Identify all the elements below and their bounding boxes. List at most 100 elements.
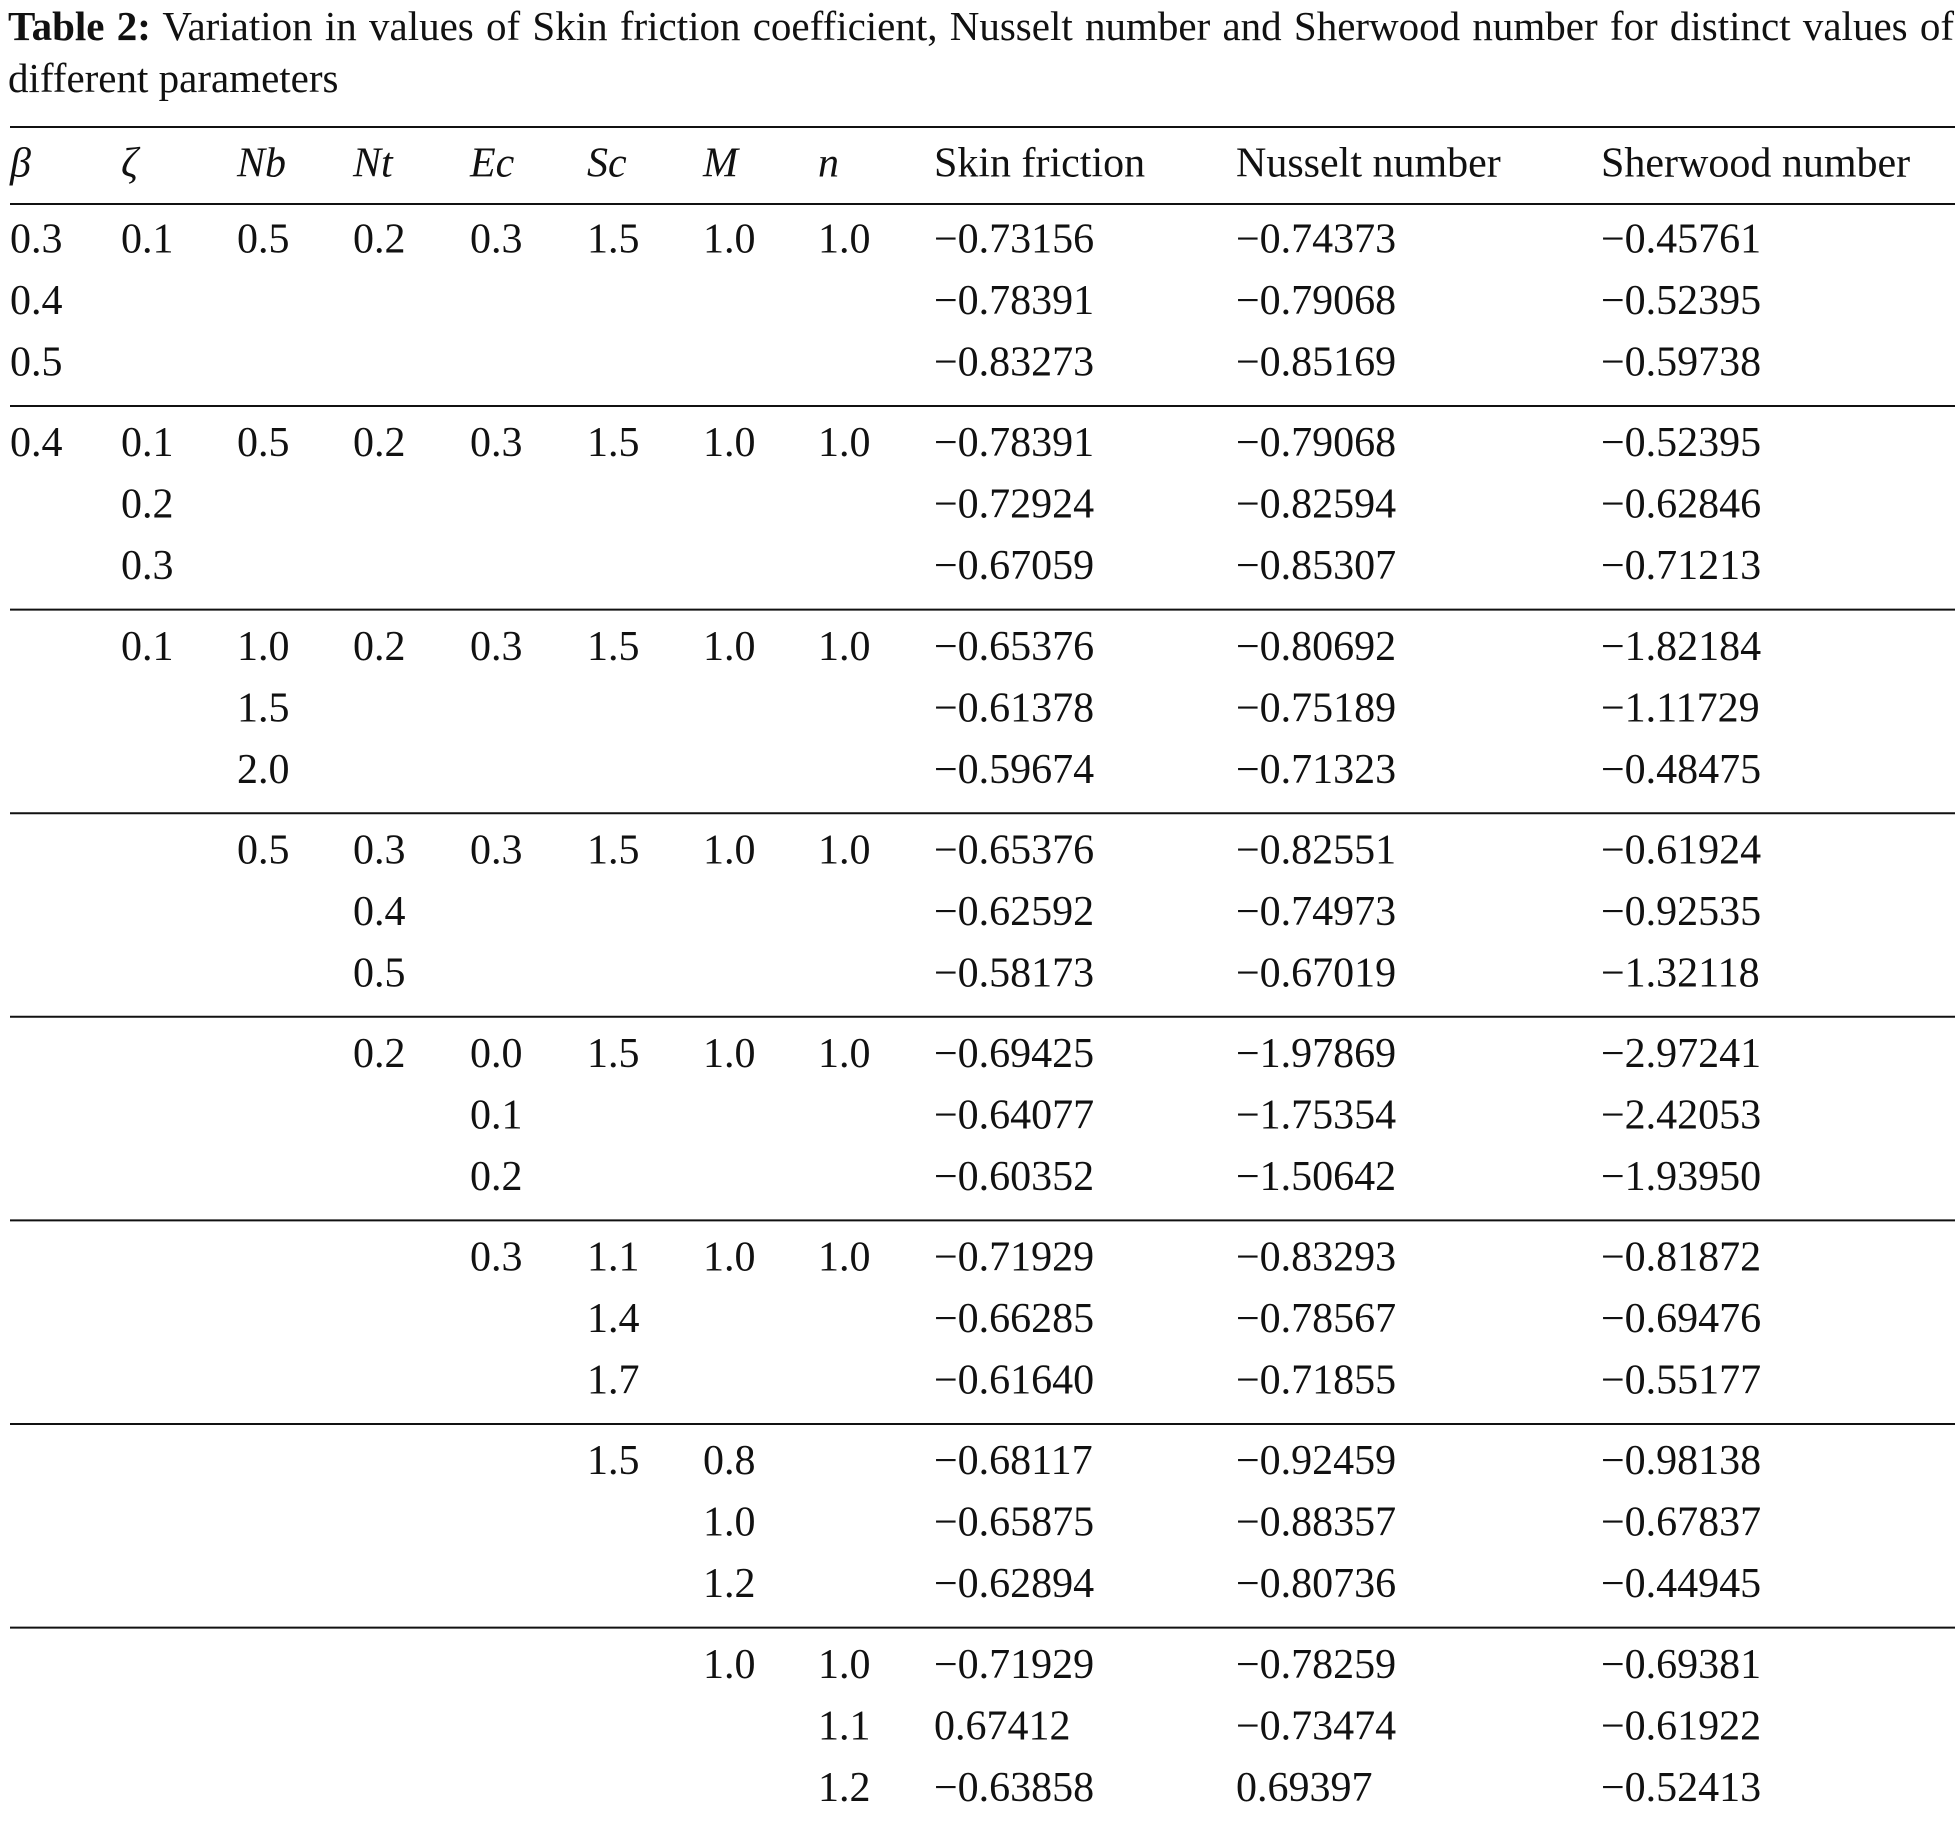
table-cell: 0.3 xyxy=(470,827,523,873)
table-cell: −0.62894 xyxy=(934,1561,1094,1607)
table-cell: 1.0 xyxy=(703,217,756,263)
table-cell: −1.97869 xyxy=(1236,1031,1396,1077)
table-cell: −0.65376 xyxy=(934,624,1094,670)
table-cell: −0.63858 xyxy=(934,1765,1094,1811)
table-cell: 0.4 xyxy=(10,420,63,466)
table-cell: 1.7 xyxy=(587,1358,640,1404)
table-cell: −0.75189 xyxy=(1236,685,1396,731)
table-cell: −0.80692 xyxy=(1236,624,1396,670)
table-cell: 1.0 xyxy=(818,1235,871,1281)
table-cell: 1.0 xyxy=(818,624,871,670)
table-cell: −1.50642 xyxy=(1236,1154,1396,1200)
table-cell: 0.2 xyxy=(470,1154,523,1200)
table-cell: −0.74973 xyxy=(1236,889,1396,935)
table-cell: −0.80736 xyxy=(1236,1561,1396,1607)
table-cell: 2.0 xyxy=(237,747,290,793)
table-cell: 1.0 xyxy=(818,827,871,873)
table-cell: 0.5 xyxy=(237,420,290,466)
table-cell: 1.5 xyxy=(587,217,640,263)
table-cell: 0.3 xyxy=(470,420,523,466)
column-header: n xyxy=(818,141,839,187)
table-cell: 1.0 xyxy=(703,420,756,466)
table-cell: 0.2 xyxy=(353,217,406,263)
table-cell: 1.0 xyxy=(818,217,871,263)
column-header: β xyxy=(9,141,31,187)
table-cell: −1.75354 xyxy=(1236,1093,1396,1139)
table-cell: −0.59738 xyxy=(1601,340,1761,386)
table-cell: 1.5 xyxy=(237,685,290,731)
table-cell: −0.61640 xyxy=(934,1358,1094,1404)
column-header: Skin friction xyxy=(934,141,1145,187)
table-cell: 1.0 xyxy=(703,1500,756,1546)
table-cell: −0.61922 xyxy=(1601,1703,1761,1749)
table-cell: −0.61924 xyxy=(1601,827,1761,873)
table-cell: −0.83293 xyxy=(1236,1235,1396,1281)
table-cell: 0.5 xyxy=(237,217,290,263)
table-cell: 1.0 xyxy=(703,1642,756,1688)
table-caption: Table 2: Variation in values of Skin fri… xyxy=(8,0,1954,104)
table-cell: −0.79068 xyxy=(1236,278,1396,324)
table-cell: 1.0 xyxy=(237,624,290,670)
table-cell: 0.67412 xyxy=(934,1703,1071,1749)
table-cell: 1.0 xyxy=(818,420,871,466)
table-cell: −1.93950 xyxy=(1601,1154,1761,1200)
table-cell: 1.5 xyxy=(587,1438,640,1484)
table-cell: −0.88357 xyxy=(1236,1500,1396,1546)
table-cell: −0.79068 xyxy=(1236,420,1396,466)
table-cell: −0.45761 xyxy=(1601,217,1761,263)
column-header: Nusselt number xyxy=(1236,141,1501,187)
table-cell: −0.74373 xyxy=(1236,217,1396,263)
table-cell: 1.5 xyxy=(587,827,640,873)
table-cell: 1.0 xyxy=(818,1031,871,1077)
table-cell: −0.71323 xyxy=(1236,747,1396,793)
table-cell: −0.92459 xyxy=(1236,1438,1396,1484)
table-cell: 0.5 xyxy=(10,340,63,386)
table-cell: 1.5 xyxy=(587,420,640,466)
table-cell: 1.0 xyxy=(703,1235,756,1281)
column-header: M xyxy=(702,141,740,187)
column-header: Nb xyxy=(236,141,286,187)
table-cell: 0.3 xyxy=(470,1235,523,1281)
table-cell: 0.1 xyxy=(121,217,174,263)
table-cell: −0.85307 xyxy=(1236,543,1396,589)
table-cell: 0.5 xyxy=(237,827,290,873)
table-cell: −0.59674 xyxy=(934,747,1094,793)
column-header: Ec xyxy=(469,141,515,187)
table-cell: −0.68117 xyxy=(934,1438,1093,1484)
table-cell: −0.92535 xyxy=(1601,889,1761,935)
table-cell: 0.4 xyxy=(10,278,63,324)
table-cell: 1.5 xyxy=(587,1031,640,1077)
table-cell: 0.1 xyxy=(121,624,174,670)
table-cell: −0.52395 xyxy=(1601,278,1761,324)
table-cell: −0.98138 xyxy=(1601,1438,1761,1484)
table-cell: −0.71855 xyxy=(1236,1358,1396,1404)
table-cell: −0.82551 xyxy=(1236,827,1396,873)
table-cell: −0.69381 xyxy=(1601,1642,1761,1688)
table-cell: 0.2 xyxy=(353,420,406,466)
table-cell: −0.71213 xyxy=(1601,543,1761,589)
table-cell: −0.85169 xyxy=(1236,340,1396,386)
table-cell: 1.1 xyxy=(818,1703,871,1749)
table-cell: −0.66285 xyxy=(934,1296,1094,1342)
table-cell: 1.0 xyxy=(703,827,756,873)
table-cell: −1.11729 xyxy=(1601,685,1760,731)
table-cell: 0.2 xyxy=(353,1031,406,1077)
table-cell: −0.71929 xyxy=(934,1235,1094,1281)
table-cell: 0.3 xyxy=(470,624,523,670)
table-cell: −1.82184 xyxy=(1601,624,1761,670)
table-cell: −0.62846 xyxy=(1601,482,1761,528)
table-cell: 1.0 xyxy=(703,624,756,670)
table-cell: 0.8 xyxy=(703,1438,756,1484)
caption-text: Variation in values of Skin friction coe… xyxy=(8,3,1954,101)
table-cell: 1.0 xyxy=(818,1642,871,1688)
table-cell: −0.71929 xyxy=(934,1642,1094,1688)
table-cell: −0.67059 xyxy=(934,543,1094,589)
table-cell: 0.1 xyxy=(121,420,174,466)
table-cell: 1.0 xyxy=(703,1031,756,1077)
table-cell: 0.2 xyxy=(353,624,406,670)
table-cell: −0.73474 xyxy=(1236,1703,1396,1749)
column-header: Sherwood number xyxy=(1601,141,1910,187)
table-cell: −1.32118 xyxy=(1601,950,1760,996)
table-cell: −0.52413 xyxy=(1601,1765,1761,1811)
